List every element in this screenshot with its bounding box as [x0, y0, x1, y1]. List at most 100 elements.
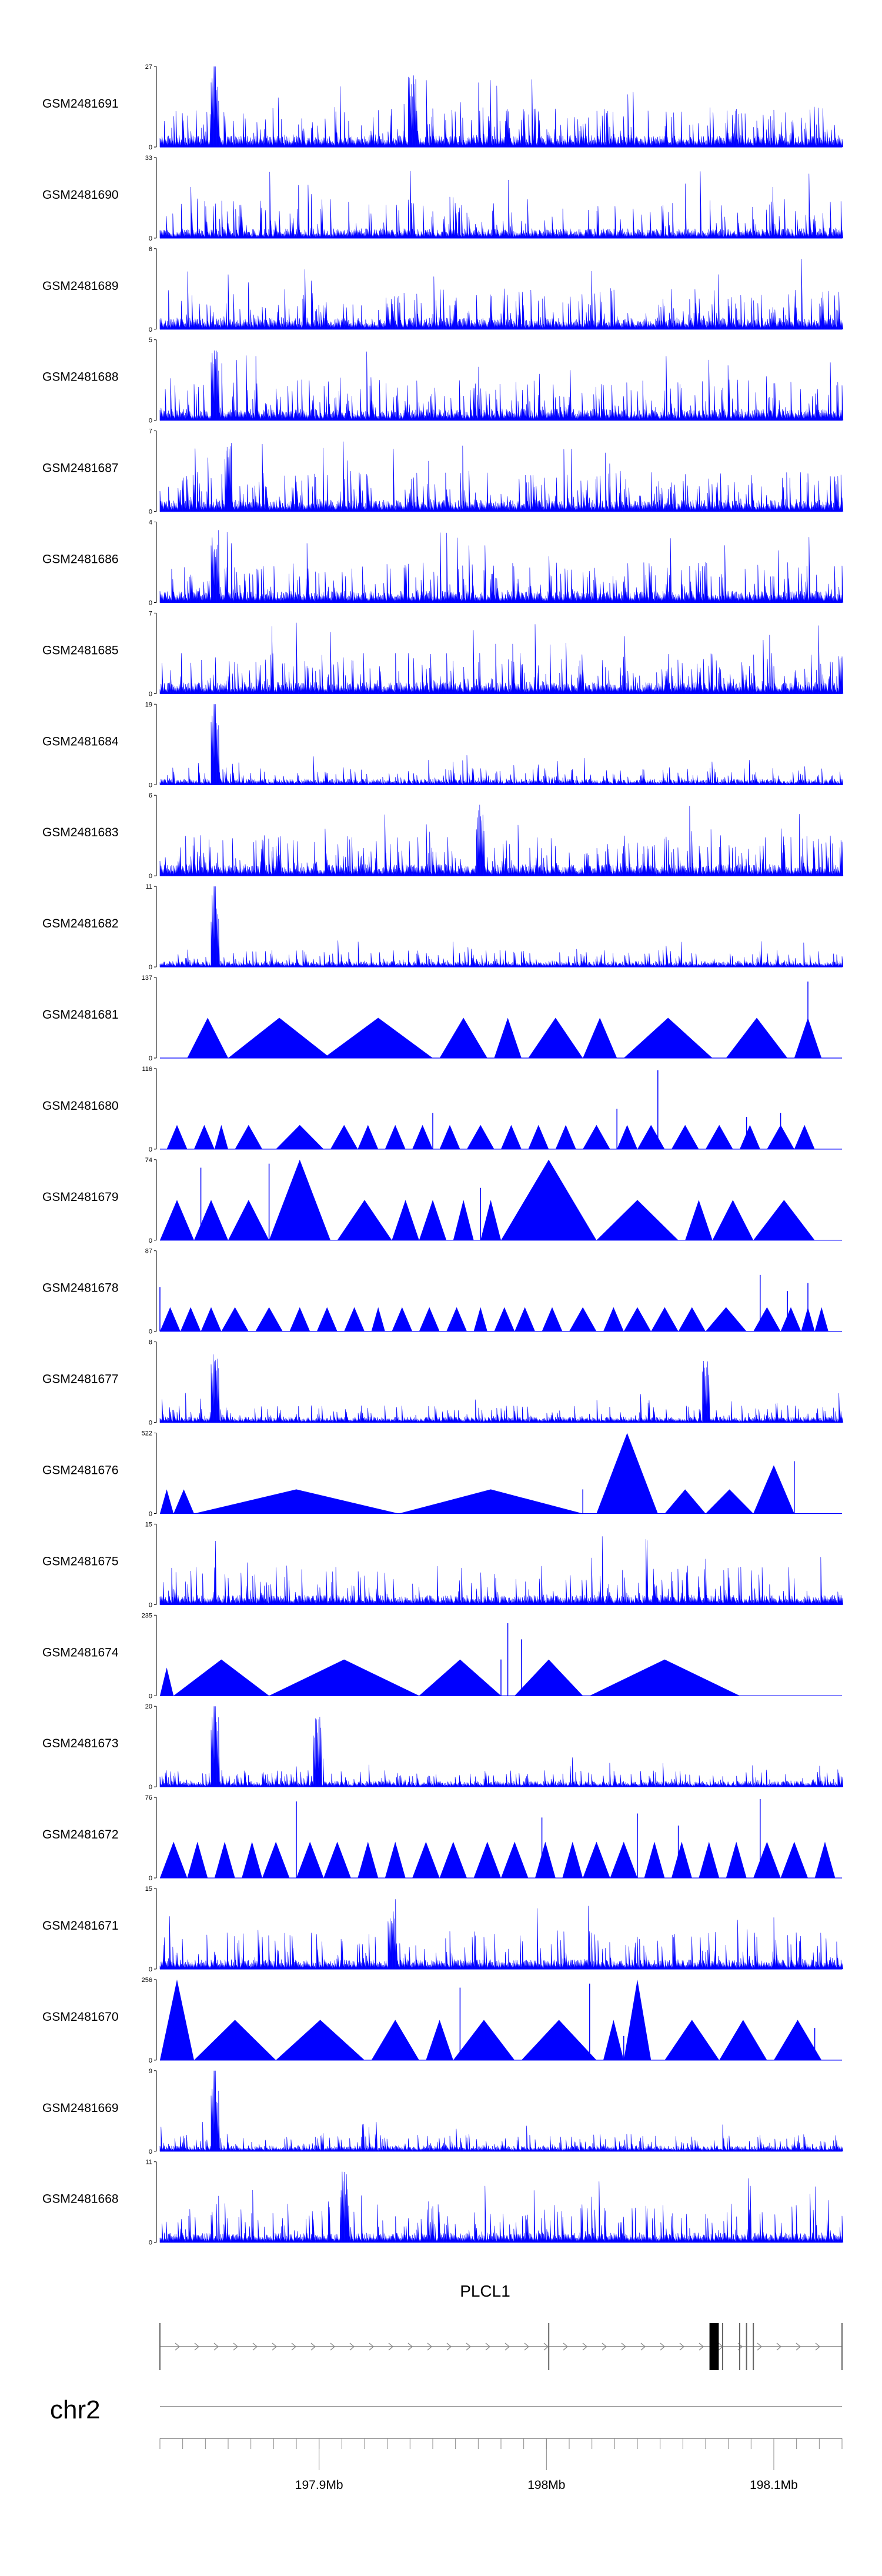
- gene-exon: [713, 2323, 719, 2370]
- coverage-peak: [753, 1200, 815, 1240]
- coverage-peak: [201, 1307, 222, 1332]
- y-max-label: 235: [142, 1612, 152, 1619]
- track-GSM2481671: GSM2481671 15 0: [42, 1886, 844, 1973]
- strand-arrow-icon: [776, 2343, 781, 2351]
- coverage-peak: [780, 1841, 808, 1878]
- coverage-peak: [392, 1307, 413, 1332]
- coverage-peak: [446, 1307, 467, 1332]
- axis-tick-label: 198.1Mb: [750, 2478, 798, 2492]
- strand-arrow-icon: [407, 2343, 413, 2351]
- strand-arrow-icon: [621, 2343, 626, 2351]
- y-min-label: 0: [149, 418, 152, 425]
- coverage-peak: [453, 2020, 515, 2060]
- coverage-peak: [160, 1979, 194, 2060]
- coverage-peak: [330, 1125, 358, 1149]
- gene-exon: [722, 2323, 723, 2370]
- coverage-signal: [159, 1536, 844, 1605]
- y-max-label: 522: [142, 1430, 152, 1437]
- coverage-signal: [159, 2070, 844, 2152]
- coverage-peak: [583, 1841, 610, 1878]
- coverage-peak: [371, 2020, 419, 2060]
- track-label: GSM2481685: [42, 643, 119, 657]
- y-max-label: 33: [145, 155, 152, 162]
- y-max-label: 5: [149, 337, 152, 344]
- coverage-peak: [794, 1125, 815, 1149]
- y-max-label: 8: [149, 1339, 152, 1346]
- coverage-peak: [685, 1200, 713, 1240]
- coverage-peak: [160, 1841, 188, 1878]
- y-max-label: 9: [149, 2068, 152, 2075]
- strand-arrow-icon: [369, 2343, 374, 2351]
- coverage-peak: [671, 1841, 692, 1878]
- track-GSM2481673: GSM2481673 20 0: [42, 1703, 844, 1791]
- y-max-label: 256: [142, 1977, 152, 1984]
- track-GSM2481685: GSM2481685 7 0: [42, 610, 844, 698]
- coverage-peak: [753, 1841, 781, 1878]
- coverage-peak: [412, 1841, 440, 1878]
- y-min-label: 0: [149, 1966, 152, 1973]
- coverage-peak: [528, 1017, 583, 1058]
- coverage-peak: [623, 1979, 652, 2060]
- track-GSM2481670: GSM2481670 256 0: [42, 1977, 842, 2064]
- track-GSM2481687: GSM2481687 7 0: [42, 428, 844, 516]
- coverage-peak: [521, 2020, 597, 2060]
- y-max-label: 15: [145, 1521, 152, 1528]
- track-GSM2481669: GSM2481669 9 0: [42, 2068, 844, 2155]
- track-label: GSM2481669: [42, 2101, 119, 2115]
- data-tracks: GSM2481691270GSM2481690330GSM248168960GS…: [42, 64, 844, 2247]
- coverage-peak: [194, 1125, 215, 1149]
- coverage-peak: [180, 1307, 201, 1332]
- coverage-peak: [392, 1200, 419, 1240]
- coverage-peak: [706, 1489, 754, 1514]
- coverage-signal: [159, 259, 844, 330]
- coverage-peak: [814, 1841, 836, 1878]
- track-GSM2481668: GSM2481668 11 0: [42, 2159, 844, 2247]
- coverage-peak: [289, 1307, 310, 1332]
- coverage-signal: [159, 66, 844, 148]
- gene-exon: [548, 2323, 550, 2370]
- coverage-peak: [453, 1200, 474, 1240]
- coverage-peak: [419, 1307, 440, 1332]
- coverage-peak: [316, 1307, 338, 1332]
- coverage-peak: [494, 1307, 515, 1332]
- coverage-peak: [385, 1125, 406, 1149]
- track-label: GSM2481683: [42, 826, 119, 839]
- strand-arrow-icon: [194, 2343, 199, 2351]
- strand-arrow-icon: [543, 2343, 549, 2351]
- coverage-peak: [780, 1307, 801, 1332]
- coverage-peak: [596, 1433, 658, 1514]
- track-label: GSM2481682: [42, 917, 119, 930]
- strand-arrow-icon: [563, 2343, 568, 2351]
- coverage-peak: [528, 1125, 549, 1149]
- strand-arrow-icon: [330, 2343, 335, 2351]
- strand-arrow-icon: [446, 2343, 452, 2351]
- gene-exon: [753, 2323, 754, 2370]
- y-max-label: 20: [145, 1703, 152, 1710]
- coverage-peak: [426, 2020, 453, 2060]
- coverage-peak: [712, 1200, 754, 1240]
- track-label: GSM2481671: [42, 1919, 119, 1933]
- y-max-label: 6: [149, 792, 152, 799]
- coverage-peak: [173, 1489, 194, 1514]
- coverage-peak: [194, 1200, 228, 1240]
- coverage-peak: [439, 1125, 460, 1149]
- coverage-peak: [603, 1307, 624, 1332]
- strand-arrow-icon: [679, 2343, 684, 2351]
- coverage-peak: [699, 1841, 720, 1878]
- strand-arrow-icon: [427, 2343, 432, 2351]
- coverage-peak: [160, 1489, 174, 1514]
- coverage-signal: [159, 886, 844, 968]
- coverage-peak: [753, 1307, 781, 1332]
- y-max-label: 11: [146, 883, 152, 890]
- coverage-peak: [542, 1307, 563, 1332]
- strand-arrow-icon: [272, 2343, 277, 2351]
- coverage-peak: [719, 2020, 767, 2060]
- coverage-peak: [419, 1200, 447, 1240]
- coverage-peak: [228, 1017, 330, 1058]
- strand-arrow-icon: [388, 2343, 393, 2351]
- gene-exon: [159, 2323, 161, 2370]
- track-label: GSM2481688: [42, 371, 119, 384]
- gene-annotation-track: PLCL1: [159, 2282, 843, 2370]
- track-label: GSM2481677: [42, 1373, 119, 1386]
- track-GSM2481679: GSM2481679 74 0: [42, 1157, 842, 1244]
